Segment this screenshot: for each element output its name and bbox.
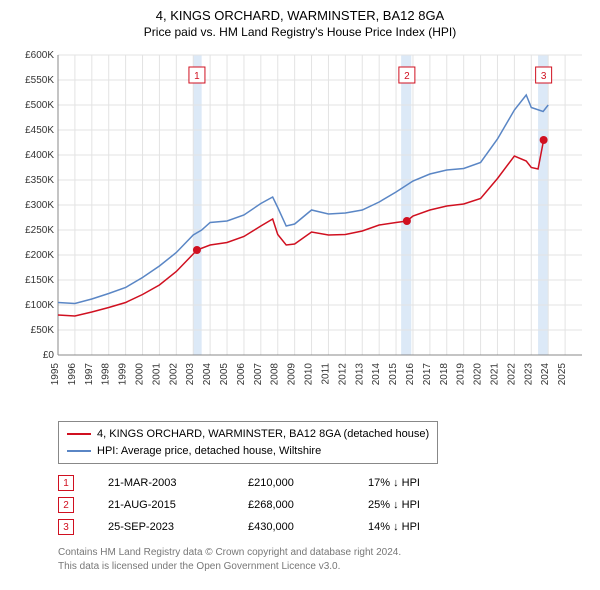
legend-row: 4, KINGS ORCHARD, WARMINSTER, BA12 8GA (…	[67, 426, 429, 443]
sale-points-table: 1 21-MAR-2003£210,00017% ↓ HPI 2 21-AUG-201…	[58, 472, 478, 538]
y-tick-label: £150K	[25, 275, 54, 286]
y-tick-label: £400K	[25, 150, 54, 161]
x-tick-label: 2010	[304, 363, 315, 386]
x-tick-label: 2019	[456, 363, 467, 386]
x-tick-label: 2020	[473, 363, 484, 386]
chart: £0 £50K £100K £150K £200K £250K £300K £350K £400…	[10, 45, 590, 415]
table-row: 3 25-SEP-2023£430,00014% ↓ HPI	[58, 516, 478, 538]
row-marker: 2	[58, 497, 74, 513]
row-price: £210,000	[248, 472, 368, 494]
x-tick-label: 2018	[439, 363, 450, 386]
sale-marker-dot	[540, 136, 548, 144]
sale-marker-dot	[403, 217, 411, 225]
x-tick-label: 2006	[236, 363, 247, 386]
sale-marker-dot	[193, 246, 201, 254]
row-price: £430,000	[248, 516, 368, 538]
x-tick-label: 2022	[506, 363, 517, 386]
y-tick-label: £500K	[25, 100, 54, 111]
y-tick-label: £100K	[25, 300, 54, 311]
x-tick-label: 2000	[135, 363, 146, 386]
x-tick-label: 1996	[67, 363, 78, 386]
x-tick-label: 2025	[557, 363, 568, 386]
x-tick-label: 1998	[101, 363, 112, 386]
y-tick-label: £250K	[25, 225, 54, 236]
y-tick-label: £50K	[31, 325, 55, 336]
page-subtitle: Price paid vs. HM Land Registry's House …	[10, 25, 590, 39]
x-tick-label: 2001	[151, 363, 162, 386]
sale-marker-number: 2	[404, 71, 410, 82]
x-tick-label: 2005	[219, 363, 230, 386]
sale-marker-number: 1	[194, 71, 200, 82]
y-tick-label: £350K	[25, 175, 54, 186]
x-tick-label: 2014	[371, 363, 382, 386]
legend-row: HPI: Average price, detached house, Wilt…	[67, 443, 429, 460]
x-tick-label: 1997	[84, 363, 95, 386]
row-date: 25-SEP-2023	[108, 516, 248, 538]
legend-swatch	[67, 450, 91, 452]
x-tick-label: 2008	[270, 363, 281, 386]
row-marker: 3	[58, 519, 74, 535]
y-tick-label: £600K	[25, 50, 54, 61]
x-tick-label: 1999	[118, 363, 129, 386]
y-tick-label: £450K	[25, 125, 54, 136]
chart-svg: £0 £50K £100K £150K £200K £250K £300K £350K £400…	[10, 45, 590, 415]
x-tick-label: 2011	[320, 363, 331, 385]
x-tick-label: 2024	[540, 363, 551, 386]
row-price: £268,000	[248, 494, 368, 516]
footnote-line-2: This data is licensed under the Open Gov…	[58, 560, 558, 574]
x-tick-label: 1995	[50, 363, 61, 386]
y-tick-label: £550K	[25, 75, 54, 86]
x-tick-label: 2012	[337, 363, 348, 386]
legend-swatch	[67, 433, 91, 435]
y-tick-label: £300K	[25, 200, 54, 211]
x-tick-label: 2016	[405, 363, 416, 386]
legend-label: HPI: Average price, detached house, Wilt…	[97, 443, 321, 460]
x-tick-label: 2021	[489, 363, 500, 386]
x-tick-label: 2023	[523, 363, 534, 386]
row-marker: 1	[58, 475, 74, 491]
row-date: 21-MAR-2003	[108, 472, 248, 494]
table-row: 2 21-AUG-2015£268,00025% ↓ HPI	[58, 494, 478, 516]
page-title: 4, KINGS ORCHARD, WARMINSTER, BA12 8GA	[10, 8, 590, 23]
x-tick-label: 2007	[253, 363, 264, 386]
row-hpi: 14% ↓ HPI	[368, 516, 478, 538]
row-date: 21-AUG-2015	[108, 494, 248, 516]
legend-label: 4, KINGS ORCHARD, WARMINSTER, BA12 8GA (…	[97, 426, 429, 443]
row-hpi: 17% ↓ HPI	[368, 472, 478, 494]
x-tick-label: 2015	[388, 363, 399, 386]
legend: 4, KINGS ORCHARD, WARMINSTER, BA12 8GA (…	[58, 421, 438, 464]
footnote: Contains HM Land Registry data © Crown c…	[58, 546, 558, 573]
table-row: 1 21-MAR-2003£210,00017% ↓ HPI	[58, 472, 478, 494]
row-hpi: 25% ↓ HPI	[368, 494, 478, 516]
x-tick-label: 2003	[185, 363, 196, 386]
x-tick-label: 2009	[287, 363, 298, 386]
y-tick-label: £200K	[25, 250, 54, 261]
x-tick-label: 2017	[422, 363, 433, 386]
y-tick-label: £0	[43, 350, 55, 361]
sale-marker-number: 3	[541, 71, 547, 82]
x-tick-label: 2002	[168, 363, 179, 386]
footnote-line-1: Contains HM Land Registry data © Crown c…	[58, 546, 558, 560]
x-tick-label: 2004	[202, 363, 213, 386]
x-tick-label: 2013	[354, 363, 365, 386]
